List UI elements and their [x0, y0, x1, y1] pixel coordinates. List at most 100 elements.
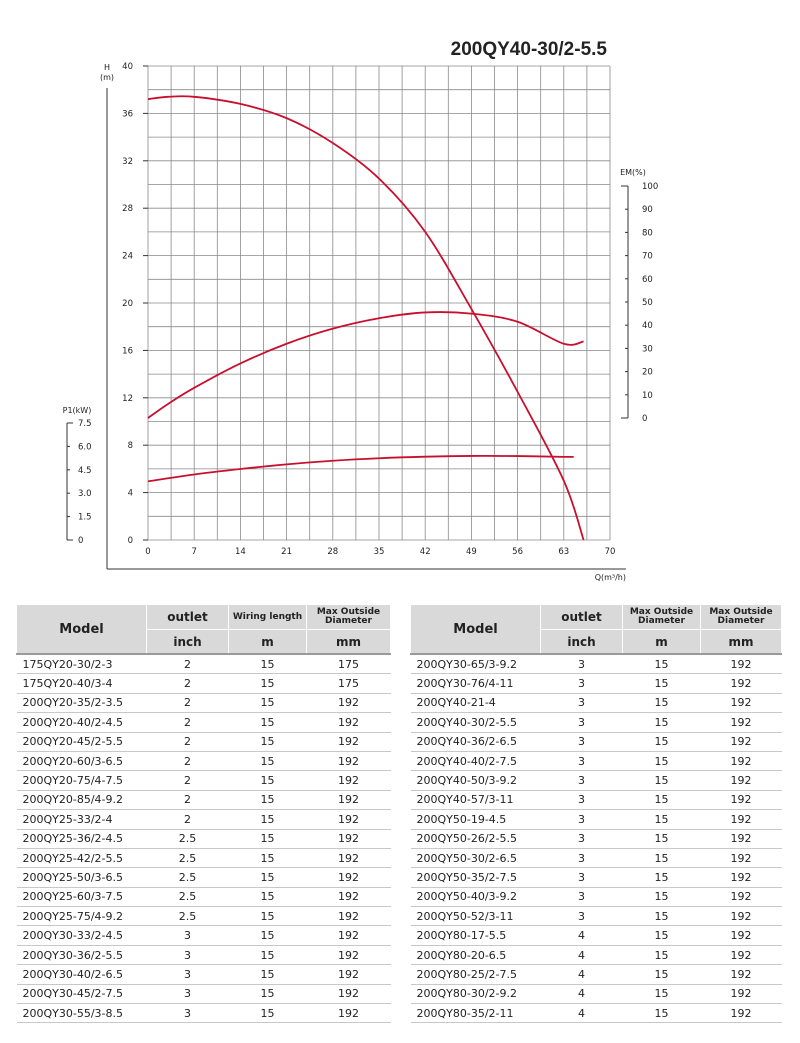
- length-cell: 15: [228, 925, 307, 946]
- length-cell: 15: [228, 712, 307, 733]
- outlet-cell: 3: [146, 1003, 229, 1024]
- diameter-cell: 192: [306, 906, 391, 927]
- length-cell: 15: [622, 906, 701, 927]
- length-cell: 15: [622, 712, 701, 733]
- table-row: 200QY40-50/3-9.2 3 15 192: [410, 770, 782, 791]
- length-cell: 15: [622, 848, 701, 869]
- length-cell: 15: [228, 984, 307, 1005]
- unit-inch: inch: [146, 629, 229, 655]
- diameter-cell: 192: [306, 848, 391, 869]
- diameter-cell: 192: [306, 790, 391, 811]
- em-axis-tick-label: 20: [642, 368, 653, 378]
- diameter-cell: 192: [700, 945, 782, 966]
- outlet-cell: 2: [146, 673, 229, 694]
- model-cell: 200QY30-36/2-5.5: [16, 945, 147, 966]
- length-cell: 15: [622, 751, 701, 772]
- model-cell: 200QY25-60/3-7.5: [16, 887, 147, 908]
- h-axis-tick-label: 40: [122, 62, 133, 72]
- model-cell: 175QY20-30/2-3: [16, 653, 147, 675]
- model-cell: 200QY50-52/3-11: [410, 906, 541, 927]
- table-row: 200QY25-36/2-4.5 2.5 15 192: [16, 829, 391, 849]
- length-cell: 15: [228, 867, 307, 888]
- model-cell: 200QY25-50/3-6.5: [16, 867, 147, 888]
- table-row: 200QY40-36/2-6.5 3 15 192: [410, 732, 782, 752]
- diameter-cell: 192: [700, 693, 782, 714]
- length-cell: 15: [622, 809, 701, 830]
- p1-axis-tick-label: 4.5: [78, 466, 92, 476]
- p1-axis-tick-label: 3.0: [78, 489, 92, 499]
- q-axis-tick-label: 28: [327, 547, 338, 557]
- model-cell: 200QY20-45/2-5.5: [16, 732, 147, 752]
- table-row: 200QY50-40/3-9.2 3 15 192: [410, 887, 782, 908]
- length-cell: 15: [228, 809, 307, 830]
- diameter-cell: 175: [306, 673, 391, 694]
- h-axis-tick-label: 32: [122, 157, 133, 167]
- length-cell: 15: [622, 790, 701, 811]
- model-cell: 200QY40-36/2-6.5: [410, 732, 541, 752]
- em-axis-label: EM(%): [620, 168, 646, 177]
- outlet-cell: 3: [540, 887, 623, 908]
- outlet-cell: 3: [540, 867, 623, 888]
- h-axis-tick-label: 8: [128, 441, 133, 451]
- table-row: 200QY20-35/2-3.5 2 15 192: [16, 693, 391, 714]
- diameter-cell: 192: [700, 770, 782, 791]
- table-row: 200QY80-20-6.5 4 15 192: [410, 945, 782, 966]
- chart-title: 200QY40-30/2-5.5: [451, 39, 608, 60]
- h-axis-label-unit: (m): [100, 73, 114, 82]
- outlet-cell: 2: [146, 809, 229, 830]
- model-cell: 200QY20-85/4-9.2: [16, 790, 147, 811]
- outlet-cell: 2.5: [146, 867, 229, 888]
- h-axis-tick-label: 24: [122, 252, 133, 262]
- length-cell: 15: [228, 829, 307, 849]
- outlet-cell: 2: [146, 732, 229, 752]
- em-axis-tick-label: 70: [642, 252, 653, 262]
- unit-mm: mm: [306, 629, 391, 655]
- model-cell: 200QY40-50/3-9.2: [410, 770, 541, 791]
- table-row: 200QY80-25/2-7.5 4 15 192: [410, 964, 782, 985]
- model-cell: 200QY40-21-4: [410, 693, 541, 714]
- diameter-cell: 192: [700, 887, 782, 908]
- unit-m: m: [228, 629, 307, 655]
- model-cell: 200QY80-20-6.5: [410, 945, 541, 966]
- h-axis-tick-label: 4: [128, 489, 133, 499]
- length-cell: 15: [622, 693, 701, 714]
- table-row: 200QY25-75/4-9.2 2.5 15 192: [16, 906, 391, 927]
- h-axis-tick-label: 20: [122, 299, 133, 309]
- length-cell: 15: [622, 964, 701, 985]
- length-cell: 15: [622, 673, 701, 694]
- length-cell: 15: [228, 751, 307, 772]
- table-row: 200QY30-76/4-11 3 15 192: [410, 673, 782, 694]
- outlet-cell: 2: [146, 770, 229, 791]
- diameter-cell: 192: [306, 945, 391, 966]
- outlet-cell: 3: [540, 751, 623, 772]
- em-axis-tick-label: 100: [642, 182, 658, 192]
- table-row: 200QY50-35/2-7.5 3 15 192: [410, 867, 782, 888]
- model-cell: 200QY50-30/2-6.5: [410, 848, 541, 869]
- outlet-cell: 2: [146, 693, 229, 714]
- outlet-cell: 3: [540, 693, 623, 714]
- diameter-cell: 192: [306, 964, 391, 985]
- em-axis-tick-label: 80: [642, 228, 653, 238]
- diameter-cell: 192: [700, 925, 782, 946]
- model-cell: 200QY20-60/3-6.5: [16, 751, 147, 772]
- model-cell: 200QY30-45/2-7.5: [16, 984, 147, 1005]
- model-cell: 200QY30-65/3-9.2: [410, 653, 541, 675]
- diameter-cell: 192: [700, 732, 782, 752]
- outlet-cell: 3: [540, 673, 623, 694]
- table-body-right: 200QY30-65/3-9.2 3 15 192 200QY30-76/4-11 3 15…: [410, 653, 782, 1024]
- model-cell: 200QY80-17-5.5: [410, 925, 541, 946]
- diameter-cell: 192: [700, 984, 782, 1005]
- max-outside-diameter-header: Max Outside Diameter: [622, 604, 701, 630]
- outlet-cell: 3: [540, 712, 623, 733]
- table-row: 200QY40-30/2-5.5 3 15 192: [410, 712, 782, 733]
- length-cell: 15: [228, 653, 307, 675]
- table-row: 200QY30-33/2-4.5 3 15 192: [16, 925, 391, 946]
- model-cell: 200QY30-33/2-4.5: [16, 925, 147, 946]
- length-cell: 15: [228, 673, 307, 694]
- model-cell: 200QY40-30/2-5.5: [410, 712, 541, 733]
- max-outside-diameter-header: Max Outside Diameter: [306, 604, 391, 630]
- power-curve: [147, 454, 574, 483]
- diameter-cell: 192: [306, 867, 391, 888]
- diameter-cell: 192: [700, 712, 782, 733]
- outlet-cell: 2: [146, 790, 229, 811]
